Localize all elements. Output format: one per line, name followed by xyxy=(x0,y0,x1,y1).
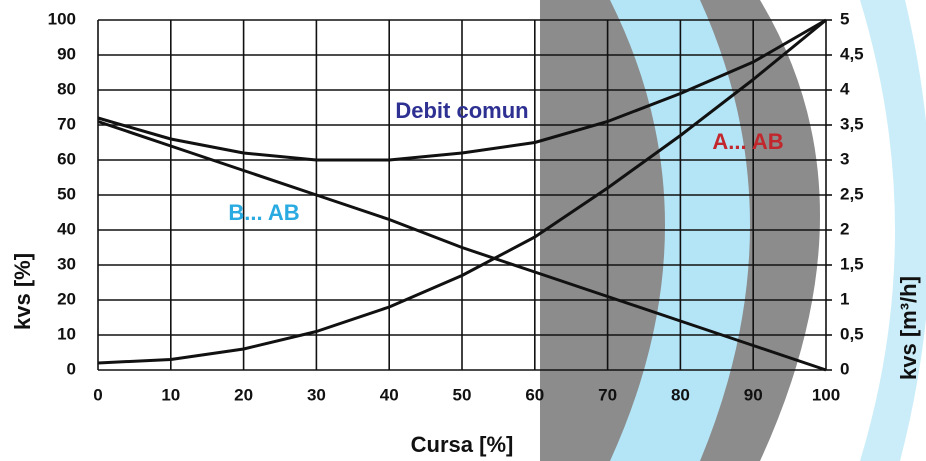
y2-tick-label: 1 xyxy=(840,289,849,308)
x-tick-label: 10 xyxy=(161,385,180,404)
annotation: Debit comun xyxy=(395,98,528,123)
x-tick-label: 20 xyxy=(234,385,253,404)
y2-tick-label: 2,5 xyxy=(840,184,864,203)
y-tick-label: 60 xyxy=(57,149,76,168)
x-tick-label: 100 xyxy=(812,385,840,404)
y-tick-label: 0 xyxy=(67,359,76,378)
y2-tick-label: 3,5 xyxy=(840,114,864,133)
y2-tick-label: 1,5 xyxy=(840,254,864,273)
annotation: B... AB xyxy=(228,200,299,225)
y-tick-label: 50 xyxy=(57,184,76,203)
x-tick-label: 80 xyxy=(671,385,690,404)
x-tick-label: 60 xyxy=(525,385,544,404)
y-tick-label: 80 xyxy=(57,79,76,98)
x-tick-label: 0 xyxy=(93,385,102,404)
y2-tick-label: 4 xyxy=(840,79,850,98)
y2-tick-label: 5 xyxy=(840,9,849,28)
y2-tick-label: 4,5 xyxy=(840,44,864,63)
x-tick-label: 50 xyxy=(453,385,472,404)
y2-axis-title: kvs [m³/h] xyxy=(896,276,921,380)
y-tick-label: 30 xyxy=(57,254,76,273)
x-tick-label: 40 xyxy=(380,385,399,404)
y-tick-label: 100 xyxy=(48,9,76,28)
y-tick-label: 70 xyxy=(57,114,76,133)
x-axis-title: Cursa [%] xyxy=(411,432,514,457)
x-tick-label: 30 xyxy=(307,385,326,404)
y2-tick-label: 0 xyxy=(840,359,849,378)
annotation: A... AB xyxy=(712,129,783,154)
x-tick-label: 70 xyxy=(598,385,617,404)
chart: Cursa [%] kvs [%] kvs [m³/h] 01020304050… xyxy=(0,0,926,461)
y-tick-label: 40 xyxy=(57,219,76,238)
watermark-blue-2 xyxy=(860,0,926,461)
y-tick-label: 20 xyxy=(57,289,76,308)
x-tick-label: 90 xyxy=(744,385,763,404)
y-tick-label: 90 xyxy=(57,44,76,63)
y2-tick-label: 2 xyxy=(840,219,849,238)
y-axis-title: kvs [%] xyxy=(10,253,35,330)
y2-tick-label: 3 xyxy=(840,149,849,168)
y-tick-label: 10 xyxy=(57,324,76,343)
y2-tick-label: 0,5 xyxy=(840,324,864,343)
